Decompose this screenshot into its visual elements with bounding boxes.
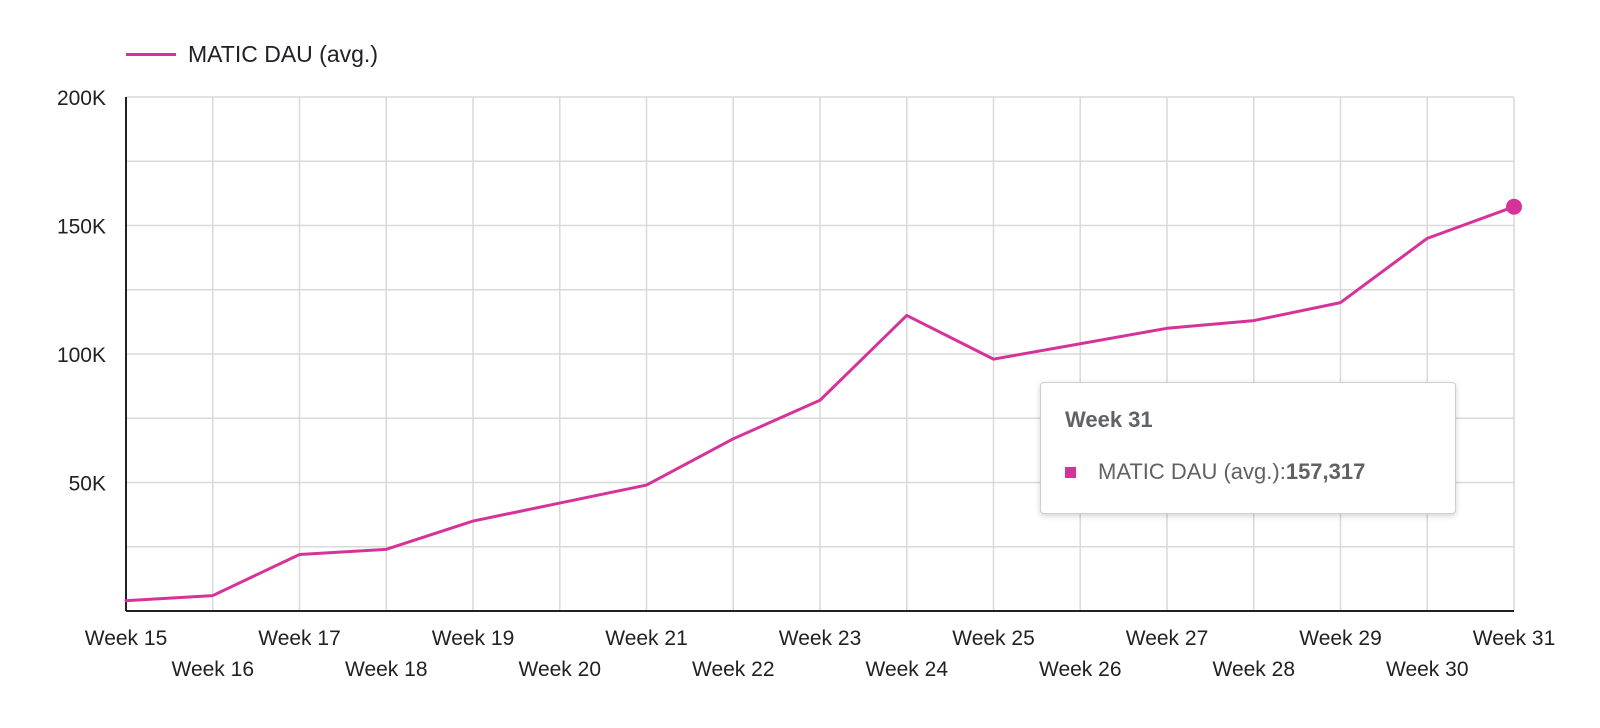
y-tick-label: 50K [69,473,106,496]
tooltip-title: Week 31 [1065,407,1153,432]
tooltip-row: MATIC DAU (avg.): 157,317 [1065,459,1431,485]
x-tick-label: Week 26 [1039,658,1122,681]
y-tick-label: 200K [57,87,106,110]
x-tick-label: Week 22 [692,658,775,681]
x-tick-label: Week 28 [1213,658,1296,681]
y-tick-label: 150K [57,216,106,239]
x-tick-label: Week 18 [345,658,428,681]
tooltip-value: 157,317 [1285,459,1366,484]
series-line [124,205,1516,603]
x-tick-label: Week 21 [605,627,688,650]
tooltip-series-label: MATIC DAU (avg.): [1098,459,1286,484]
x-tick-label: Week 23 [779,627,862,650]
y-tick-label: 100K [57,344,106,367]
legend-line-swatch [126,52,176,56]
x-tick-label: Week 25 [952,627,1035,650]
x-tick-label: Week 15 [85,627,168,650]
x-tick-label: Week 27 [1126,627,1209,650]
x-tick-label: Week 24 [866,658,949,681]
x-tick-label: Week 30 [1386,658,1469,681]
x-tick-label: Week 29 [1299,627,1382,650]
x-tick-label: Week 31 [1473,627,1556,650]
x-tick-label: Week 16 [172,658,255,681]
x-tick-label: Week 20 [519,658,602,681]
x-tick-label: Week 17 [258,627,341,650]
tooltip-swatch [1065,466,1076,478]
legend: MATIC DAU (avg.) [126,38,378,70]
x-tick-label: Week 19 [432,627,515,650]
highlighted-data-point [1506,198,1522,215]
tooltip: Week 31 MATIC DAU (avg.): 157,317 [1040,382,1456,514]
legend-label: MATIC DAU (avg.) [188,40,378,67]
